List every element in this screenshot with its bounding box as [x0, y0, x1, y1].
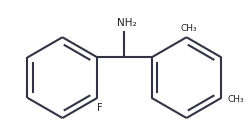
Text: CH₃: CH₃: [227, 95, 244, 104]
Text: CH₃: CH₃: [180, 24, 197, 33]
Text: NH₂: NH₂: [117, 18, 136, 28]
Text: F: F: [97, 103, 102, 113]
